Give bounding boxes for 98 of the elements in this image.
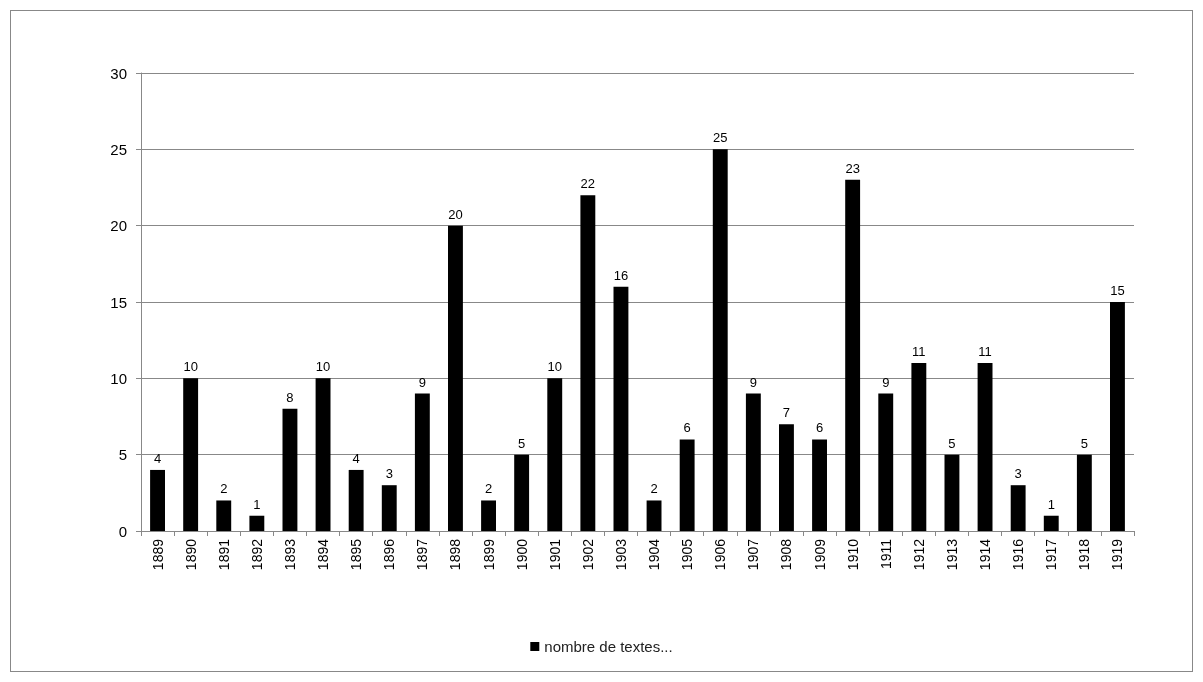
bar	[448, 225, 463, 531]
bar	[878, 393, 894, 531]
data-label: 3	[1014, 466, 1022, 482]
bar	[216, 500, 232, 531]
bar	[514, 454, 530, 531]
x-tick-label: 1892	[248, 538, 265, 571]
x-tick-label: 1905	[679, 538, 696, 571]
x-tick-label: 1913	[943, 538, 960, 571]
data-label: 10	[547, 359, 562, 375]
bar	[1110, 302, 1125, 531]
bar	[547, 378, 563, 531]
data-label: 10	[315, 359, 331, 375]
data-label: 22	[580, 176, 596, 192]
data-label: 9	[749, 374, 757, 390]
y-tick-label: 15	[110, 293, 127, 311]
data-label: 4	[153, 450, 162, 466]
x-tick-label: 1899	[480, 538, 497, 571]
bar	[414, 393, 430, 531]
data-label: 1	[253, 496, 261, 512]
x-tick-label: 1901	[546, 538, 563, 571]
bar	[977, 363, 993, 531]
x-tick-label: 1890	[182, 538, 199, 571]
data-label: 4	[352, 450, 360, 466]
x-tick-label: 1912	[910, 538, 927, 571]
data-label: 25	[713, 130, 728, 146]
data-label: 5	[948, 435, 956, 451]
bar	[1076, 454, 1092, 531]
x-tick-label: 1909	[811, 538, 828, 571]
bar	[348, 469, 364, 531]
data-label: 3	[385, 466, 393, 482]
bar	[183, 378, 199, 531]
x-tick-label: 1910	[844, 538, 861, 571]
bar	[911, 363, 927, 531]
data-label: 6	[815, 420, 824, 436]
data-label: 11	[978, 344, 992, 360]
legend-label: nombre de textes...	[544, 638, 673, 655]
bar	[1010, 485, 1026, 531]
x-tick-label: 1889	[149, 538, 166, 571]
x-tick-label: 1900	[513, 538, 530, 571]
x-tick-label: 1893	[281, 538, 298, 571]
y-tick-label: 5	[118, 446, 127, 464]
data-label: 20	[448, 206, 463, 222]
bar	[580, 195, 596, 531]
bar	[745, 393, 761, 531]
x-tick-label: 1907	[745, 538, 762, 571]
x-tick-label: 1891	[215, 538, 232, 571]
data-label: 9	[882, 374, 890, 390]
data-label: 2	[220, 481, 228, 497]
x-tick-label: 1917	[1043, 538, 1060, 571]
bar	[249, 515, 265, 531]
data-label: 2	[484, 481, 493, 497]
x-tick-label: 1906	[712, 538, 729, 571]
data-label: 10	[183, 359, 198, 375]
y-tick-label: 25	[110, 140, 127, 158]
bar	[481, 500, 496, 531]
x-tick-label: 1919	[1109, 538, 1126, 571]
x-tick-label: 1916	[1010, 538, 1027, 571]
bar	[1043, 515, 1059, 531]
x-tick-label: 1897	[414, 538, 431, 571]
y-tick-label: 20	[110, 217, 127, 235]
bar	[282, 408, 298, 531]
bar	[381, 485, 397, 531]
data-label: 5	[518, 435, 526, 451]
bar	[613, 286, 629, 531]
x-tick-label: 1894	[315, 538, 332, 571]
data-label: 5	[1080, 435, 1088, 451]
data-label: 15	[1110, 283, 1125, 298]
data-label: 23	[845, 160, 860, 176]
x-tick-label: 1898	[447, 538, 464, 571]
bar	[646, 500, 662, 531]
data-label: 7	[782, 405, 791, 421]
x-tick-label: 1911	[877, 538, 894, 570]
x-tick-label: 1896	[381, 538, 398, 571]
data-label: 8	[286, 389, 294, 405]
x-tick-label: 1914	[977, 538, 994, 571]
data-label: 11	[912, 344, 926, 360]
data-label: 16	[613, 267, 629, 283]
y-tick-label: 10	[110, 369, 127, 387]
y-tick-label: 0	[118, 522, 127, 540]
data-label: 2	[650, 481, 658, 497]
data-label: 9	[418, 374, 426, 390]
data-label: 6	[683, 420, 691, 436]
bar	[944, 454, 960, 531]
x-tick-label: 1903	[612, 538, 629, 571]
x-tick-label: 1918	[1076, 538, 1093, 571]
x-tick-label: 1902	[579, 538, 596, 571]
bar	[150, 469, 165, 531]
y-tick-label: 30	[110, 64, 127, 82]
bar	[712, 149, 728, 531]
bar	[845, 179, 861, 531]
bar	[779, 424, 794, 531]
bar	[679, 439, 695, 531]
x-tick-label: 1895	[348, 538, 365, 571]
x-tick-label: 1904	[646, 538, 663, 571]
bar	[812, 439, 827, 531]
x-tick-label: 1908	[778, 538, 795, 571]
data-label: 1	[1047, 496, 1055, 512]
bar	[315, 378, 331, 531]
